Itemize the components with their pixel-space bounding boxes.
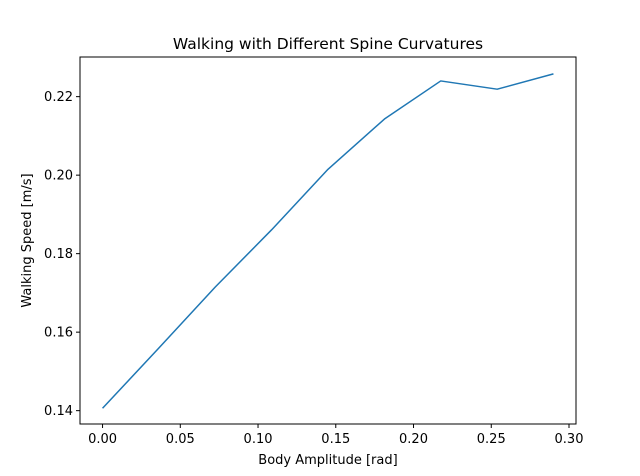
x-axis: 0.00 0.05 0.10 0.15 0.20 0.25 0.30 — [88, 424, 583, 447]
x-tick-label: 0.15 — [321, 432, 350, 447]
series-line-0 — [102, 73, 554, 409]
x-tick-label: 0.00 — [88, 432, 117, 447]
y-tick-label: 0.16 — [44, 326, 73, 341]
x-tick-label: 0.25 — [477, 432, 506, 447]
x-tick-label: 0.05 — [166, 432, 195, 447]
x-tick-label: 0.30 — [555, 432, 584, 447]
x-axis-label: Body Amplitude [rad] — [258, 453, 397, 468]
x-tick-label: 0.20 — [399, 432, 428, 447]
y-tick-label: 0.14 — [44, 404, 73, 419]
y-tick-label: 0.20 — [44, 169, 73, 184]
y-axis-label: Walking Speed [m/s] — [20, 173, 35, 307]
y-tick-label: 0.22 — [44, 90, 73, 105]
x-tick-label: 0.10 — [244, 432, 273, 447]
plot-frame — [79, 56, 577, 425]
plot-area — [102, 73, 554, 409]
y-axis: 0.14 0.16 0.18 0.20 0.22 — [44, 90, 80, 419]
y-tick-label: 0.18 — [44, 247, 73, 262]
chart-title: Walking with Different Spine Curvatures — [173, 35, 483, 53]
